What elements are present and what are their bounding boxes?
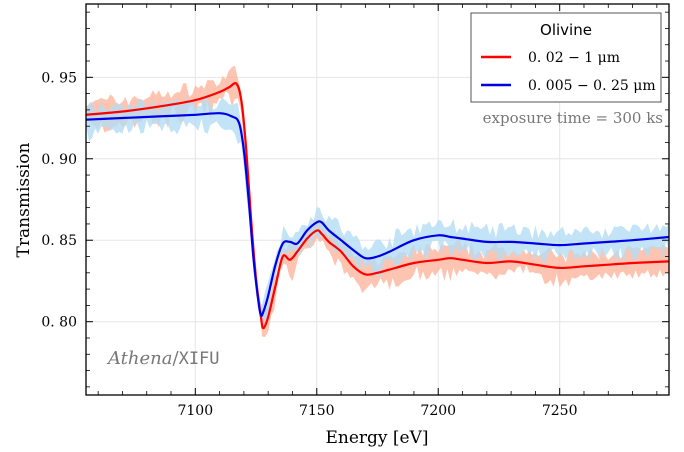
series-line-red xyxy=(85,82,670,330)
svg-text:Athena/XIFU: Athena/XIFU xyxy=(106,348,220,369)
plot-frame xyxy=(85,3,670,396)
noise-bands xyxy=(86,65,669,337)
legend-label-blue: 0. 005 − 0. 25 μm xyxy=(528,78,656,94)
y-tick-label: 0. 85 xyxy=(41,233,77,249)
legend-title: Olivine xyxy=(540,21,592,39)
x-tick-label: 7250 xyxy=(542,403,578,419)
mission-watermark: Athena/XIFU xyxy=(106,348,220,369)
y-axis-label: Transmission xyxy=(14,143,34,258)
noise-band-red xyxy=(86,65,669,337)
x-tick-label: 7150 xyxy=(299,403,335,419)
y-tick-label: 0. 95 xyxy=(41,70,77,86)
x-tick-label: 7200 xyxy=(420,403,456,419)
x-axis-label: Energy [eV] xyxy=(325,428,428,448)
x-tick-label: 7100 xyxy=(177,403,213,419)
legend: Olivine 0. 02 − 1 μm 0. 005 − 0. 25 μm xyxy=(470,12,662,103)
watermark-athena: Athena xyxy=(106,348,173,369)
y-tick-label: 0. 80 xyxy=(41,315,77,331)
y-tick-label: 0. 90 xyxy=(41,152,77,168)
watermark-slash: / xyxy=(173,348,180,369)
series-lines xyxy=(85,82,670,330)
noise-band-blue xyxy=(86,96,669,320)
legend-label-red: 0. 02 − 1 μm xyxy=(528,50,620,66)
series-line-blue xyxy=(85,112,670,317)
axis-ticks: 7100 7150 7200 7250 0. 80 0. 85 0. 90 0. 95 xyxy=(41,4,669,419)
exposure-annotation: exposure time = 300 ks xyxy=(483,109,663,127)
watermark-xifu: XIFU xyxy=(179,349,220,369)
